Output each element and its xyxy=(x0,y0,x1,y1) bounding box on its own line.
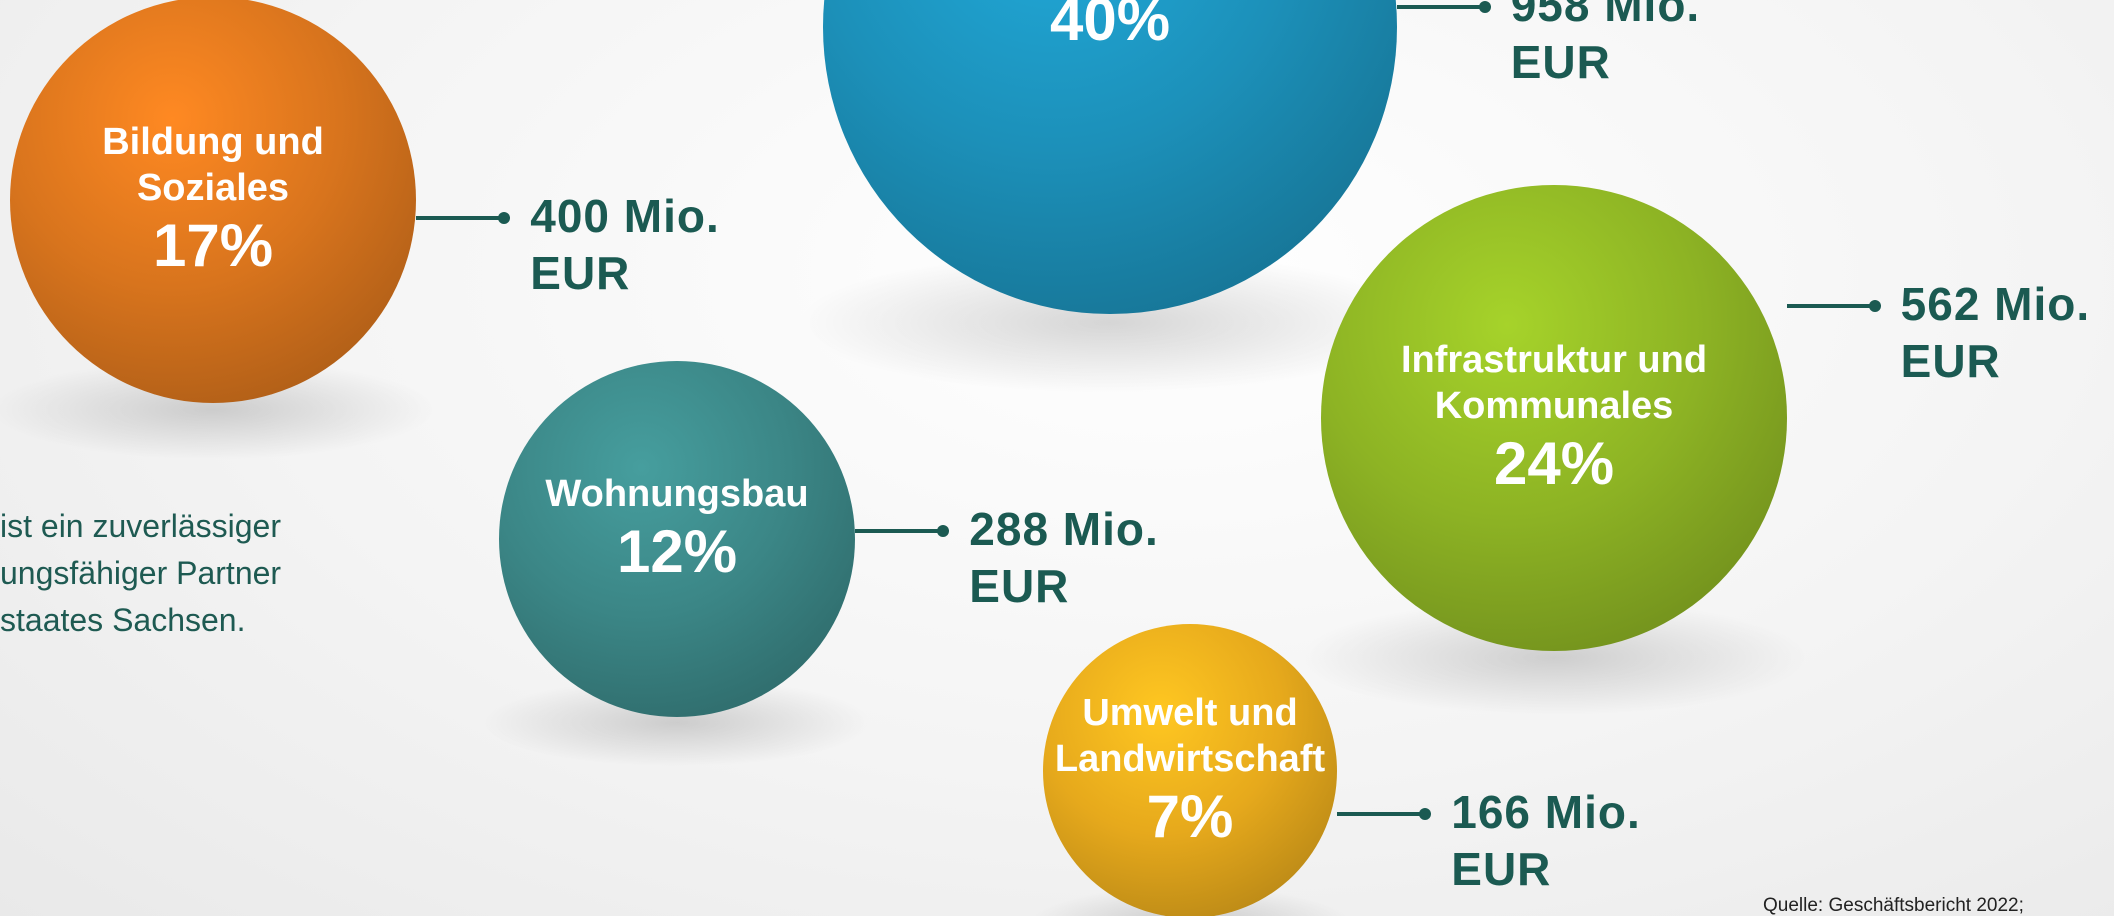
bubble-label: Wirtschaft40% xyxy=(900,0,1320,55)
value-label: 17% xyxy=(152,212,274,279)
connector-dot xyxy=(1868,300,1881,312)
amount-label: 400 Mio. EUR xyxy=(530,190,720,299)
connector xyxy=(416,216,505,220)
amount-label: 166 Mio. EUR xyxy=(1451,786,1641,895)
value-label: 7% xyxy=(1146,783,1234,850)
connector xyxy=(1786,304,1875,308)
value-label: 24% xyxy=(1493,430,1615,497)
bubble xyxy=(9,0,417,404)
category-label: Bildung und Soziales xyxy=(102,121,324,209)
connector-dot xyxy=(1419,808,1432,820)
source: Quelle: Geschäftsbericht 2022; xyxy=(1763,895,2024,916)
amount-label: 288 Mio. EUR xyxy=(969,503,1159,612)
category-label: Infrastruktur und Kommunales xyxy=(1400,339,1708,427)
connector-dot xyxy=(1478,1,1491,13)
bubble xyxy=(498,360,856,718)
category-label: Wohnungsbau xyxy=(545,473,809,515)
connector-dot xyxy=(937,525,950,537)
annotation-line: staates Sachsen. xyxy=(0,602,246,638)
bubble xyxy=(1042,623,1338,916)
annotation-line: ist ein zuverlässiger xyxy=(0,508,281,544)
amount-label: 562 Mio. EUR xyxy=(1900,278,2091,387)
connector xyxy=(1396,5,1485,9)
value-label: 12% xyxy=(616,518,738,585)
bubble-label: Wohnungsbau 12% xyxy=(467,471,887,587)
bubble-label: Bildung und Soziales 17% xyxy=(82,119,344,281)
bubble xyxy=(1321,185,1787,651)
value-label: 40% xyxy=(1049,0,1171,53)
connector-dot xyxy=(498,212,511,224)
category-label: Umwelt und Landwirtschaft xyxy=(1054,692,1326,780)
bubble-label: Infrastruktur und Kommunales 24% xyxy=(1373,337,1735,499)
connector xyxy=(855,529,944,533)
connector xyxy=(1337,812,1426,816)
amount-label: 958 Mio. EUR xyxy=(1510,0,1701,88)
annotation-line: ungsfähiger Partner xyxy=(0,555,282,591)
bubble-label: Umwelt und Landwirtschaft 7% xyxy=(1051,690,1329,852)
